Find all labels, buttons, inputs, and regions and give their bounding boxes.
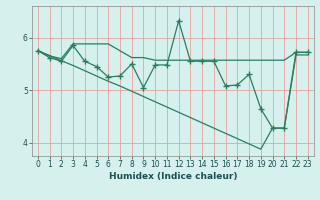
X-axis label: Humidex (Indice chaleur): Humidex (Indice chaleur) [108,172,237,181]
